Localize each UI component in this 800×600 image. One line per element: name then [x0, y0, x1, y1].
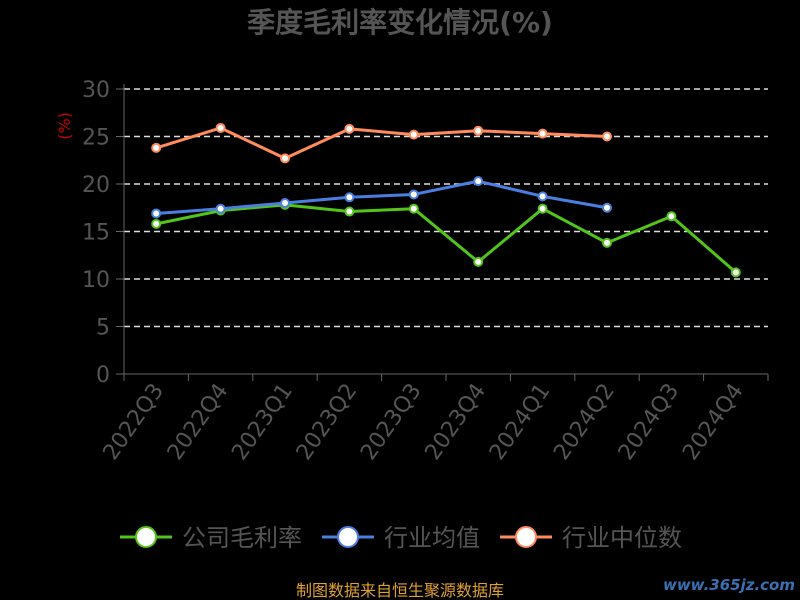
legend-marker-0: [135, 526, 157, 548]
series-2-point-6: [537, 128, 548, 139]
x-tick-label-6: 2024Q1: [485, 379, 556, 465]
legend-marker-1: [337, 526, 359, 548]
x-tick-label-9: 2024Q4: [678, 379, 749, 465]
y-tick-label-4: 20: [82, 173, 110, 198]
series-1-point-1: [215, 203, 226, 214]
series-2-point-7: [602, 131, 612, 142]
series-0-point-9: [730, 267, 741, 278]
y-tick-label-3: 15: [82, 221, 110, 246]
y-tick-label-5: 25: [82, 126, 110, 151]
series-0-point-7: [602, 237, 612, 248]
series-2-point-2: [280, 153, 290, 164]
series-2-point-0: [151, 142, 162, 153]
x-tick-label-2: 2023Q1: [227, 379, 298, 465]
series-1-point-5: [473, 176, 484, 187]
chart-title: 季度毛利率变化情况(%): [247, 6, 553, 39]
grid-lines: [124, 88, 768, 328]
x-tick-label-5: 2023Q4: [421, 379, 492, 465]
series-1-point-7: [602, 202, 612, 213]
series-0: [151, 199, 741, 278]
series-1-point-0: [151, 208, 162, 219]
series-2-line: [155, 126, 608, 160]
y-tick-label-2: 10: [82, 268, 110, 293]
series-lines: [151, 122, 741, 278]
x-tick-label-1: 2022Q4: [163, 379, 234, 465]
legend-label-1: 行业均值: [384, 524, 480, 552]
series-1-point-3: [344, 192, 355, 203]
series-2-point-1: [215, 122, 226, 133]
series-1-point-2: [280, 198, 290, 208]
x-tick-label-0: 2022Q3: [99, 379, 170, 465]
legend-marker-2: [515, 526, 537, 548]
x-tick-label-4: 2023Q3: [356, 379, 427, 465]
series-1-line: [156, 179, 608, 215]
series-0-point-3: [344, 206, 355, 217]
legend-item-2: 行业中位数: [500, 524, 682, 552]
series-1-point-6: [537, 191, 548, 202]
series-0-line: [155, 203, 737, 274]
series-1: [151, 176, 612, 219]
series-0-point-6: [537, 203, 548, 214]
series-0-point-5: [473, 256, 484, 267]
x-tick-label-7: 2024Q2: [549, 379, 620, 465]
y-axis-unit-label: (%): [55, 112, 74, 140]
legend-label-2: 行业中位数: [562, 524, 682, 552]
series-0-point-4: [408, 203, 419, 214]
y-tick-label-1: 5: [96, 316, 110, 341]
legend-label-0: 公司毛利率: [182, 524, 302, 552]
series-2: [151, 122, 612, 164]
series-0-point-8: [666, 211, 677, 222]
source-note: 制图数据来自恒生聚源数据库: [296, 581, 504, 600]
series-2-point-5: [473, 125, 484, 136]
x-tick-label-3: 2023Q2: [292, 379, 363, 465]
legend-item-1: 行业均值: [322, 524, 480, 552]
legend: 公司毛利率 行业均值 行业中位数: [120, 524, 682, 552]
series-1-point-4: [408, 189, 419, 200]
x-tick-label-8: 2024Q3: [614, 379, 685, 465]
watermark: www.365jz.com: [663, 576, 795, 594]
series-2-point-3: [344, 123, 355, 134]
legend-item-0: 公司毛利率: [120, 524, 302, 552]
y-tick-label-6: 30: [82, 78, 110, 103]
series-0-point-0: [151, 218, 162, 229]
series-2-point-4: [408, 129, 419, 140]
y-tick-label-0: 0: [96, 363, 110, 388]
